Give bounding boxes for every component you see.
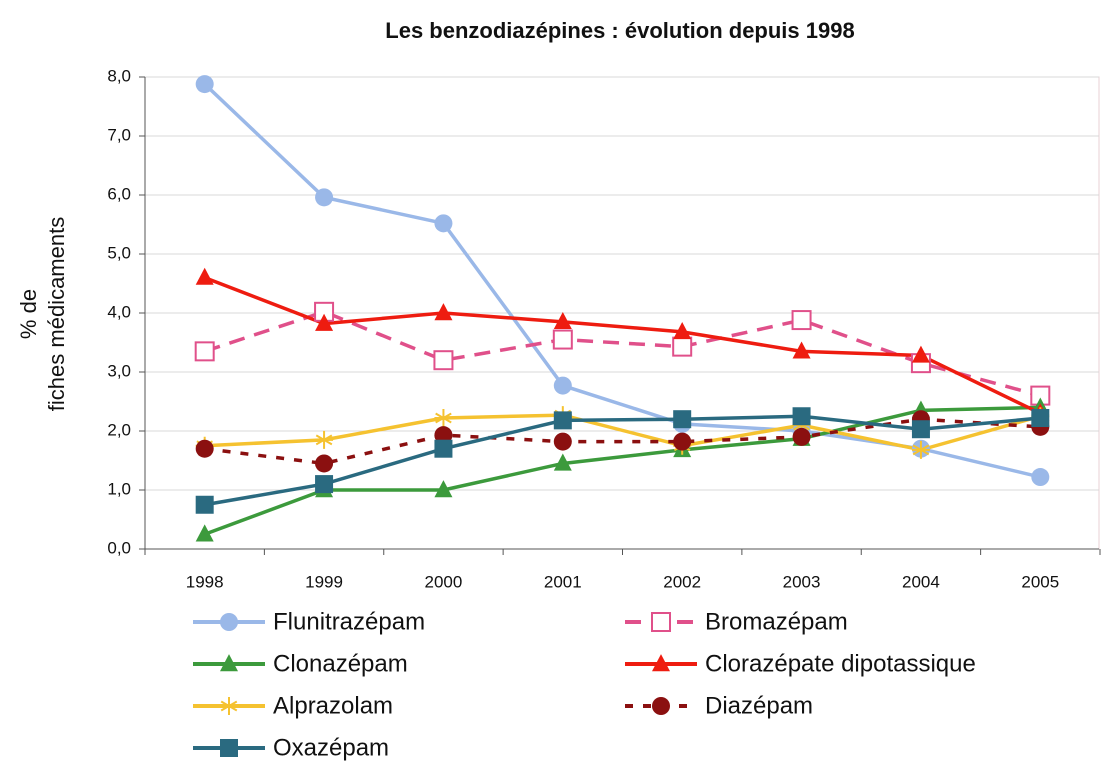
marker	[553, 432, 572, 451]
legend-label: Clorazépate dipotassique	[705, 650, 976, 677]
marker	[672, 336, 693, 357]
marker	[315, 188, 334, 207]
y-tick-label: 3,0	[107, 361, 131, 380]
legend-label: Alprazolam	[273, 692, 393, 719]
x-tick-label: 2002	[663, 572, 701, 591]
marker	[673, 432, 692, 451]
legend-marker	[220, 739, 238, 757]
marker	[434, 480, 453, 498]
x-tick-label: 2005	[1021, 572, 1059, 591]
legend-marker	[652, 697, 670, 715]
y-tick-label: 4,0	[107, 302, 131, 321]
y-tick-label: 7,0	[107, 125, 131, 144]
marker	[315, 454, 334, 473]
marker	[673, 321, 692, 340]
marker	[434, 214, 453, 233]
marker	[792, 341, 811, 359]
legend-marker	[220, 697, 238, 715]
series-line	[204, 275, 1042, 415]
legend-marker	[220, 613, 238, 631]
y-tick-label: 6,0	[107, 184, 131, 203]
x-tick-label: 2000	[425, 572, 463, 591]
y-tick-label: 5,0	[107, 243, 131, 262]
legend-label: Diazépam	[705, 692, 813, 719]
x-tick-label: 2001	[544, 572, 582, 591]
marker	[433, 350, 454, 371]
marker	[195, 267, 214, 285]
series-line	[204, 414, 1041, 507]
marker	[673, 410, 692, 429]
y-tick-label: 0,0	[107, 538, 131, 557]
marker	[194, 341, 215, 362]
marker	[792, 407, 811, 426]
legend-marker	[651, 612, 671, 632]
x-tick-label: 1999	[305, 572, 343, 591]
marker	[315, 475, 334, 494]
legend-marker	[220, 654, 238, 672]
marker	[552, 329, 573, 350]
marker	[1031, 468, 1050, 487]
chart-title: Les benzodiazépines : évolution depuis 1…	[385, 18, 854, 43]
y-axis-label: fiches médicaments	[44, 217, 69, 411]
marker	[911, 420, 930, 439]
marker	[315, 313, 334, 331]
marker	[553, 376, 572, 395]
marker	[315, 430, 334, 449]
y-tick-label: 2,0	[107, 420, 131, 439]
marker	[911, 440, 930, 459]
marker	[434, 409, 453, 428]
x-tick-label: 2003	[783, 572, 821, 591]
marker	[434, 303, 453, 321]
marker	[195, 439, 214, 458]
legend-label: Flunitrazépam	[273, 608, 425, 635]
marker	[553, 311, 572, 330]
marker	[911, 345, 930, 363]
y-tick-label: 8,0	[107, 66, 131, 85]
x-tick-label: 2004	[902, 572, 940, 591]
marker	[195, 524, 214, 542]
marker	[195, 75, 214, 94]
y-axis-label: % de	[16, 289, 41, 339]
marker	[434, 439, 453, 458]
legend-label: Clonazépam	[273, 650, 408, 677]
x-tick-label: 1998	[186, 572, 224, 591]
marker	[1031, 409, 1050, 428]
marker	[553, 411, 572, 430]
y-tick-label: 1,0	[107, 479, 131, 498]
marker	[434, 426, 453, 445]
marker	[791, 310, 812, 331]
legend-label: Oxazépam	[273, 734, 389, 761]
marker	[195, 495, 214, 514]
series-line	[204, 413, 1041, 452]
legend-label: Bromazépam	[705, 608, 848, 635]
marker	[792, 427, 811, 446]
series-line	[204, 405, 1041, 536]
legend-marker	[652, 654, 670, 672]
marker	[553, 453, 572, 471]
